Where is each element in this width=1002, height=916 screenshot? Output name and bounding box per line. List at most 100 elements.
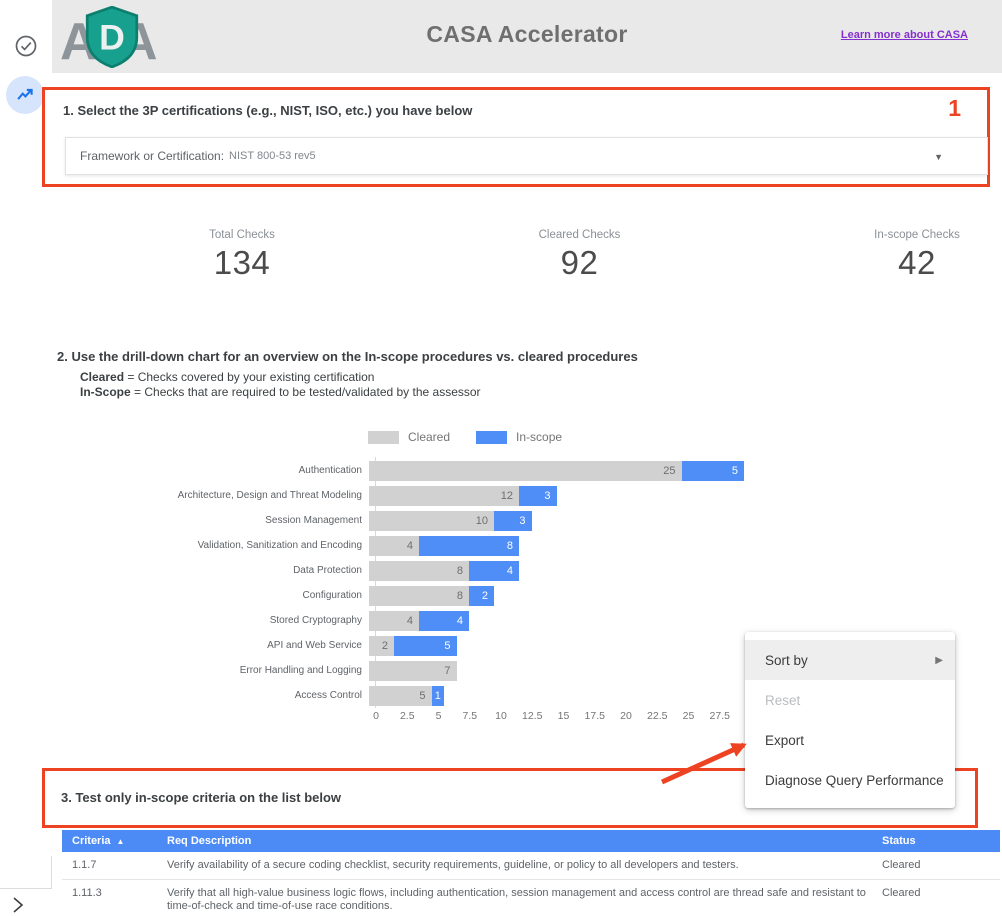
menu-item-export[interactable]: Export [745,720,955,760]
framework-dropdown[interactable]: Framework or Certification: NIST 800-53 … [65,137,988,175]
chart-x-axis: 0 2.5 5 7.5 10 12.5 15 17.5 20 22.5 25 27.5 [373,710,756,724]
category-label: API and Web Service [267,640,362,651]
definition-line: In-Scope = Checks that are required to b… [80,385,481,400]
scorecard: Total Checks 134 [142,229,342,282]
inscope-segment: 5 [394,635,457,656]
chart-legend: Cleared In-scope [368,430,562,444]
x-tick-label: 17.5 [584,710,605,722]
chart-row[interactable]: Access Control 5 1 [141,683,901,708]
category-label: Validation, Sanitization and Encoding [197,540,362,551]
section1-heading: 1. Select the 3P certifications (e.g., N… [63,103,473,118]
drilldown-bar-chart[interactable]: Authentication 25 5 Architecture, Design an… [141,458,901,708]
inscope-segment: 5 [681,460,744,481]
inscope-segment: 2 [469,585,494,606]
section3-annotation-box: 3. Test only in-scope criteria on the li… [42,768,978,828]
chart-row[interactable]: Session Management 10 3 [141,508,901,533]
chart-row[interactable]: Stored Cryptography 4 4 [141,608,901,633]
inscope-segment: 3 [494,510,532,531]
menu-item-diagnose-query-performance[interactable]: Diagnose Query Performance [745,760,955,800]
category-label: Error Handling and Logging [239,665,362,676]
dropdown-caret-icon: ▼ [934,152,943,162]
chart-row[interactable]: Architecture, Design and Threat Modeling… [141,483,901,508]
status-cell: Cleared [882,859,921,871]
x-tick-label: 27.5 [709,710,730,722]
menu-item-reset: Reset [745,680,955,720]
category-label: Configuration [302,590,362,601]
x-tick-label: 22.5 [647,710,668,722]
svg-text:D: D [99,18,125,58]
menu-item-label: Export [765,732,805,748]
stacked-bar: 10 3 [369,510,532,531]
cleared-value: 8 [456,589,463,602]
learn-more-link[interactable]: Learn more about CASA [840,29,968,41]
chart-row[interactable]: Data Protection 8 4 [141,558,901,583]
cleared-value: 4 [406,614,413,627]
cleared-value: 2 [381,639,388,652]
page-header: A A D CASA Accelerator Learn more about … [52,0,1002,73]
inscope-value: 5 [444,639,451,652]
x-tick-label: 12.5 [522,710,543,722]
trending-up-icon[interactable] [6,76,44,114]
definition-text: = Checks that are required to be tested/… [130,385,481,399]
inscope-segment: 1 [431,685,444,706]
cleared-value: 25 [663,464,676,477]
shield-icon: D [85,6,139,68]
stats-row: Total Checks 134 Cleared Checks 92 In-scope … [142,229,1002,282]
chart-row[interactable]: Configuration 8 2 [141,583,901,608]
stacked-bar: 7 [369,660,457,681]
canvas-edge [51,856,52,889]
cleared-segment: 10 [369,510,494,531]
menu-item-sort-by[interactable]: Sort by ▶ [745,640,955,680]
description-cell: Verify that all high-value business logi… [167,887,866,912]
check-circle-icon[interactable] [14,34,38,58]
cleared-value: 4 [406,539,413,552]
chart-row[interactable]: Authentication 25 5 [141,458,901,483]
cleared-segment: 25 [369,460,682,481]
section2-heading: 2. Use the drill-down chart for an overv… [57,349,638,364]
chart-row[interactable]: Error Handling and Logging 7 [141,658,901,683]
stat-value: 134 [213,244,271,281]
inscope-value: 1 [434,689,441,702]
sort-asc-icon: ▲ [116,837,125,846]
legend-item: In-scope [476,430,562,444]
inscope-segment: 4 [469,560,519,581]
x-tick-label: 7.5 [462,710,478,722]
column-header-status[interactable]: Status [882,835,916,847]
cleared-segment: 4 [369,610,419,631]
stat-label: Cleared Checks [538,229,621,241]
chart-axis-line [375,457,376,708]
section2-definitions: Cleared = Checks covered by your existin… [80,370,481,400]
cleared-segment: 8 [369,560,469,581]
section3-heading: 3. Test only in-scope criteria on the li… [61,790,342,805]
category-label: Access Control [294,690,362,701]
inscope-value: 4 [456,614,463,627]
inscope-value: 5 [731,464,738,477]
sidebar-divider [0,888,52,889]
cleared-segment: 12 [369,485,519,506]
cleared-value: 8 [456,564,463,577]
scorecard: Cleared Checks 92 [480,229,680,282]
table-row: 1.11.3 Verify that all high-value busines… [62,880,1000,916]
x-tick-label: 25 [682,710,695,722]
table-body: 1.1.7 Verify availability of a secure cod… [62,852,1000,916]
table-row: 1.1.7 Verify availability of a secure cod… [62,852,1000,880]
page-title: CASA Accelerator [426,21,628,47]
column-header-req-description[interactable]: Req Description [167,835,252,847]
ada-logo: A A D [58,6,188,68]
cleared-value: 10 [475,514,488,527]
column-header-criteria[interactable]: Criteria ▲ [72,835,125,847]
cleared-segment: 5 [369,685,432,706]
stat-label: In-scope Checks [874,229,960,241]
annotation-number-1: 1 [948,95,961,121]
stacked-bar: 12 3 [369,485,557,506]
chevron-right-icon[interactable] [10,896,28,914]
inscope-value: 4 [506,564,513,577]
inscope-value: 3 [519,514,526,527]
chart-row[interactable]: Validation, Sanitization and Encoding 4 8 [141,533,901,558]
x-tick-label: 15 [557,710,570,722]
chart-row[interactable]: API and Web Service 2 5 [141,633,901,658]
